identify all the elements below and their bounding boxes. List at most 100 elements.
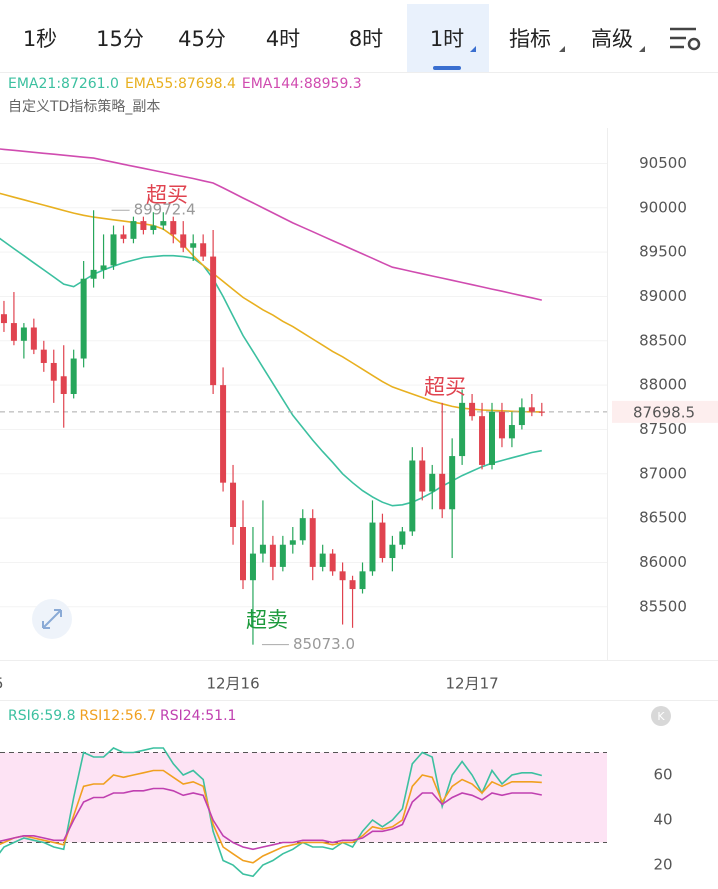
y-tick-label: 85500 <box>639 597 687 615</box>
low-label: 85073.0 <box>293 635 355 653</box>
tab-bar: 1秒 15分 45分 4时 8时 1时 指标 高级 <box>23 4 633 72</box>
candle-body <box>429 473 436 492</box>
tab[interactable]: 1秒 <box>23 27 57 51</box>
legend-entry: RSI12:56.7 <box>80 708 156 724</box>
candle-body <box>508 425 515 439</box>
candle-body <box>289 540 296 545</box>
candle-body <box>469 402 476 417</box>
price-chart: 85500 86000 86500 87000 87500 88000 88500 89000… <box>0 148 718 653</box>
tab[interactable]: 8时 <box>349 27 383 51</box>
legend-entry: EMA21:87261.0 <box>8 76 119 92</box>
candle-body <box>80 278 87 359</box>
y-tick-label: 89000 <box>639 287 687 305</box>
candle-body <box>210 256 217 386</box>
candle-body <box>140 221 147 230</box>
candle-body <box>230 482 237 527</box>
candle-body <box>459 402 466 457</box>
candle-body <box>0 314 7 324</box>
ema-line <box>0 192 542 413</box>
candle-body <box>269 544 276 567</box>
candle-body <box>538 411 545 413</box>
candle-body <box>30 327 37 350</box>
current-price-box <box>612 400 718 423</box>
candle-body <box>528 407 535 412</box>
candle-body <box>220 385 227 483</box>
candle-body <box>70 358 77 394</box>
candle-body <box>170 221 177 235</box>
candle-body <box>379 522 386 559</box>
rsi-band <box>0 752 607 843</box>
candle-body <box>180 234 187 248</box>
candle-body <box>399 531 406 545</box>
dropdown-arrow <box>559 46 565 52</box>
y-tick-label: 60 <box>653 766 672 784</box>
signal-label: 超买 <box>146 183 188 207</box>
y-tick-label: 88000 <box>639 376 687 394</box>
candle-body <box>498 411 505 439</box>
ema-line <box>0 148 542 301</box>
dropdown-arrow <box>470 46 476 52</box>
candle-body <box>339 571 346 581</box>
candle-body <box>479 416 486 465</box>
tab[interactable]: 高级 <box>591 27 633 51</box>
current-price-label: 87698.5 <box>633 403 695 421</box>
candle-body <box>319 553 326 567</box>
x-tick-label: 15 <box>0 675 4 693</box>
legend-entry: RSI24:51.1 <box>160 708 236 724</box>
candle-body <box>369 522 376 572</box>
active-tab-bg <box>407 4 489 72</box>
tab[interactable]: 4时 <box>266 27 300 51</box>
candle-body <box>389 544 396 559</box>
y-tick-label: 40 <box>653 811 672 829</box>
candle-body <box>299 518 306 541</box>
signal-label: 超买 <box>424 375 466 399</box>
expand-icon[interactable] <box>32 599 72 639</box>
x-tick-label: 12月17 <box>445 675 498 693</box>
tab[interactable]: 45分 <box>178 27 226 51</box>
candle-body <box>249 553 256 581</box>
rsi-chart: 20 40 60 RSI6:59.8 RSI12:56.7 RSI24:51.1 <box>0 708 673 878</box>
candle-body <box>60 376 67 394</box>
candle-body <box>110 234 117 266</box>
y-tick-label: 90000 <box>639 198 687 216</box>
indicator-name: 自定义TD指标策略_副本 <box>8 98 160 115</box>
candle-body <box>10 323 17 341</box>
y-tick-label: 90500 <box>639 154 687 172</box>
y-tick-label: 87000 <box>639 464 687 482</box>
candle-body <box>409 460 416 532</box>
rsi-line <box>0 787 542 851</box>
y-tick-label: 87500 <box>639 420 687 438</box>
tab[interactable]: 15分 <box>96 27 144 51</box>
legend-entry: EMA144:88959.3 <box>242 76 362 92</box>
candle-body <box>150 225 157 230</box>
y-tick-label: 89500 <box>639 243 687 261</box>
active-tab-underline <box>433 66 461 70</box>
legend-entry: EMA55:87698.4 <box>125 76 236 92</box>
candle-body <box>200 243 207 257</box>
svg-text:K: K <box>657 710 665 723</box>
candle-body <box>90 269 97 279</box>
y-tick-label: 88500 <box>639 331 687 349</box>
tab[interactable]: 指标 <box>509 27 551 51</box>
candle-body <box>130 221 137 239</box>
candle-body <box>50 362 57 381</box>
candle-body <box>349 580 356 590</box>
candle-body <box>120 234 127 239</box>
candle-body <box>329 553 336 572</box>
candle-body <box>309 518 316 567</box>
candle-body <box>359 571 366 590</box>
candle-body <box>489 411 495 465</box>
candle-body <box>100 265 107 270</box>
settings-icon[interactable] <box>670 27 701 51</box>
dropdown-arrow <box>639 46 645 52</box>
signal-label: 超卖 <box>246 608 288 632</box>
collapse-icon[interactable]: K <box>651 706 671 726</box>
candle-body <box>419 460 426 492</box>
candle-body <box>259 544 266 554</box>
rsi-line <box>0 769 542 864</box>
tab[interactable]: 1时 <box>430 27 464 51</box>
candle-body <box>40 349 47 363</box>
candle-body <box>439 473 446 510</box>
